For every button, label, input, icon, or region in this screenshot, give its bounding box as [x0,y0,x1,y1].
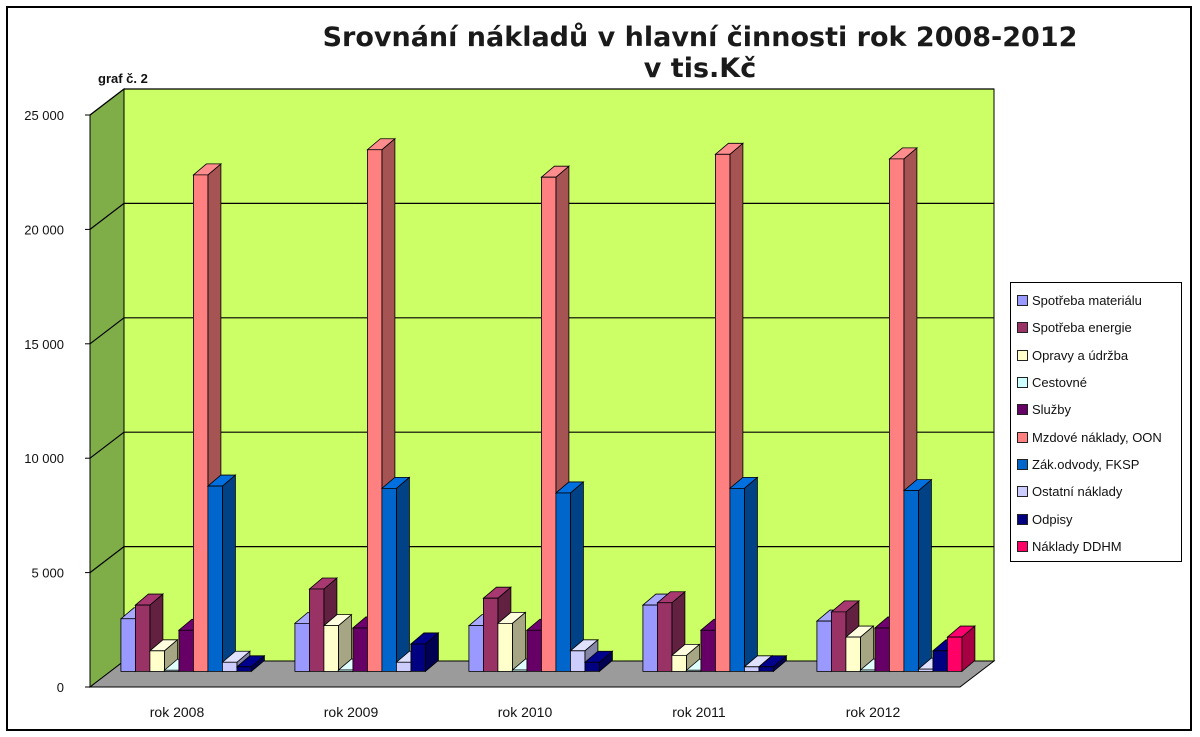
legend-swatch [1017,431,1028,443]
y-tick-label: 10 000 [24,451,64,466]
chart-title: Srovnání nákladů v hlavní činnosti rok 2… [322,22,1078,84]
legend-item: Cestovné [1017,369,1181,396]
legend-item: Spotřeba energie [1017,314,1181,341]
bar-3-1 [148,638,179,673]
legend-label: Opravy a údržba [1032,347,1129,363]
legend-label: Zák.odvody, FKSP [1032,456,1140,472]
chart-legend: Spotřeba materiálu Spotřeba energie Opravy… [1010,282,1182,562]
bar-7-2 [380,476,411,673]
y-tick-label: 25 000 [24,108,64,123]
legend-label: Spotřeba materiálu [1032,293,1142,309]
legend-label: Ostatní náklady [1032,484,1123,500]
gridline [89,545,994,574]
gridline [89,202,994,230]
legend-swatch [1017,349,1028,361]
bar-9-3 [583,650,614,673]
legend-label: Služby [1032,402,1072,418]
legend-item: Opravy a údržba [1017,342,1181,369]
legend-swatch [1017,458,1028,470]
side-wall [89,87,125,689]
x-tick-label: rok 2010 [498,704,553,720]
bar-9-2 [409,632,440,673]
bar-6-5 [888,147,918,673]
bar-3-5 [844,625,875,673]
legend-label: Mzdové náklady, OON [1032,429,1162,445]
bar-9-4 [757,654,788,673]
x-tick-label: rok 2012 [846,704,901,720]
legend-label: Cestovné [1032,375,1087,391]
legend-item: Mzdové náklady, OON [1017,423,1181,450]
legend-swatch [1017,513,1028,525]
legend-item: Náklady DDHM [1017,533,1181,560]
legend-label: Spotřeba energie [1032,320,1132,336]
legend-item: Odpisy [1017,505,1181,532]
bar-9-1 [235,654,266,673]
x-tick-label: rok 2011 [672,704,726,720]
gridline [89,88,994,116]
bar-7-4 [728,476,759,673]
legend-swatch [1017,540,1028,552]
bar-2-4 [656,590,686,673]
graph-number-note: graf č. 2 [98,71,148,86]
legend-label: Odpisy [1032,511,1073,527]
legend-item: Služby [1017,396,1181,423]
legend-item: Ostatní náklady [1017,478,1181,505]
x-tick-label: rok 2009 [324,704,379,720]
legend-swatch [1017,322,1028,334]
legend-label: Náklady DDHM [1032,538,1122,554]
bar-3-4 [670,643,701,673]
legend-swatch [1017,486,1028,498]
legend-item: Zák.odvody, FKSP [1017,451,1181,478]
bar-7-5 [902,478,933,673]
legend-swatch [1017,404,1028,416]
y-tick-label: 15 000 [24,337,64,352]
bar-10-5 [946,625,976,673]
y-tick-label: 0 [57,680,64,695]
y-tick-label: 5 000 [31,566,64,581]
x-tick-label: rok 2008 [150,704,205,720]
y-tick-label: 20 000 [24,222,64,237]
gridline [89,431,994,459]
legend-swatch [1017,377,1028,389]
legend-swatch [1017,295,1028,307]
legend-item: Spotřeba materiálu [1017,287,1181,314]
gridline [89,317,994,345]
bar-7-3 [554,481,585,673]
bar-7-1 [206,474,237,673]
